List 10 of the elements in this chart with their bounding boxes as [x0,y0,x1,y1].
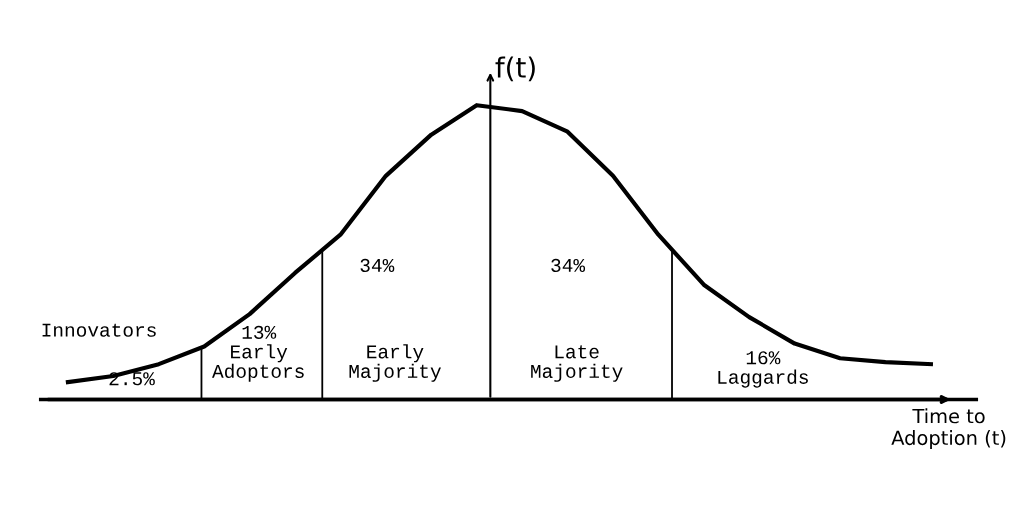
annotation: Innovators [42,323,156,337]
annotation: Early Majority [349,344,441,382]
annotation: 2.5% [109,372,155,386]
annotation: 16% Laggards [718,351,808,388]
annotation: 34% [551,258,586,273]
annotation: 13% Early Adoptors [212,325,304,382]
annotation: Late Majority [531,345,623,382]
x-axis-title: Time to Adoption (t) [891,408,1006,449]
y-axis-title: f(t) [495,56,535,82]
annotation: 34% [360,258,395,273]
